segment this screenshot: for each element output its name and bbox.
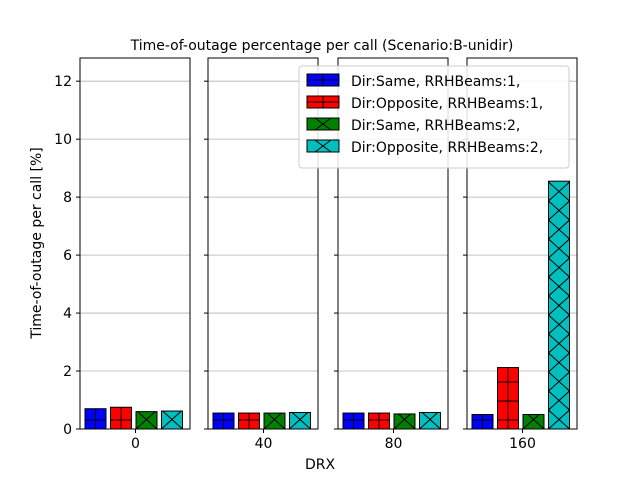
hatch-line — [162, 410, 183, 430]
hatch-line — [548, 276, 570, 297]
bar — [161, 410, 183, 430]
y-tick-label: 2 — [63, 364, 72, 380]
x-tick-label: 160 — [509, 436, 536, 452]
bar — [497, 367, 519, 430]
hatch-line — [548, 333, 570, 354]
bar — [471, 414, 494, 430]
hatch-line — [548, 371, 570, 392]
bar — [342, 412, 365, 430]
legend-label: Dir:Same, RRHBeams:1, — [351, 74, 520, 90]
y-tick-label: 0 — [63, 422, 72, 438]
bar — [135, 411, 158, 430]
y-tick-label: 12 — [54, 74, 72, 90]
hatch-line — [548, 409, 570, 430]
hatch-line — [291, 412, 311, 430]
y-tick-label: 10 — [54, 132, 72, 148]
bar — [110, 406, 132, 430]
legend-entry: Dir:Opposite, RRHBeams:1, — [306, 95, 543, 112]
bar-fill — [264, 413, 285, 429]
panel-frame — [79, 57, 191, 430]
hatch-line — [548, 181, 570, 202]
hatch-line — [548, 390, 570, 411]
hatch-line — [527, 414, 545, 430]
bar — [419, 411, 441, 430]
legend-label: Dir:Opposite, RRHBeams:2, — [351, 140, 543, 156]
hatch-line — [398, 413, 416, 430]
bar — [263, 412, 286, 430]
legend-label: Dir:Opposite, RRHBeams:1, — [351, 96, 543, 112]
legend-box — [298, 65, 570, 169]
hatch-line — [263, 412, 282, 430]
y-axis-label: Time-of-outage per call [%] — [29, 147, 45, 340]
bar — [393, 413, 416, 430]
hatch-line — [314, 117, 332, 131]
chart-title: Time-of-outage percentage per call (Scen… — [130, 38, 514, 54]
bar-fill — [394, 413, 415, 429]
bar-fill — [523, 414, 544, 429]
hatch-line — [289, 412, 309, 430]
y-tick-label: 6 — [63, 248, 72, 264]
panel: 0 2 4 6 8 10 12 0 — [54, 57, 191, 452]
hatch-line — [314, 139, 332, 153]
legend: Dir:Same, RRHBeams:1, Dir:Opposite, RRHBe… — [298, 65, 570, 169]
bar — [548, 180, 570, 430]
legend-label: Dir:Same, RRHBeams:2, — [351, 118, 520, 134]
bar — [368, 412, 390, 430]
bar — [84, 408, 107, 430]
bar — [212, 412, 235, 430]
x-tick-label: 80 — [385, 436, 403, 452]
hatch-line — [393, 413, 411, 430]
hatch-line — [135, 411, 156, 430]
hatch-line — [548, 257, 570, 278]
hatch-line — [267, 412, 286, 430]
bar — [522, 414, 545, 430]
legend-entry: Dir:Same, RRHBeams:2, — [306, 117, 520, 134]
x-tick-label: 0 — [131, 436, 140, 452]
legend-entry: Dir:Same, RRHBeams:1, — [306, 73, 520, 90]
bar — [289, 411, 311, 430]
x-axis-label: DRX — [305, 457, 336, 473]
hatch-line — [419, 412, 439, 430]
hatch-line — [421, 412, 441, 430]
hatch-line — [548, 238, 570, 259]
panel: 40 — [204, 57, 319, 452]
hatch-line — [137, 411, 158, 430]
hatch-line — [548, 295, 570, 316]
legend-entry: Dir:Opposite, RRHBeams:2, — [306, 139, 543, 156]
hatch-line — [548, 352, 570, 373]
hatch-line — [522, 414, 540, 430]
bar — [238, 412, 260, 430]
hatch-line — [548, 200, 570, 221]
hatch-line — [548, 219, 570, 240]
panel: 80 — [334, 57, 449, 452]
y-tick-label: 4 — [63, 306, 72, 322]
hatch-line — [548, 314, 570, 335]
hatch-line — [161, 410, 182, 430]
x-tick-label: 40 — [255, 436, 273, 452]
y-tick-label: 8 — [63, 190, 72, 206]
